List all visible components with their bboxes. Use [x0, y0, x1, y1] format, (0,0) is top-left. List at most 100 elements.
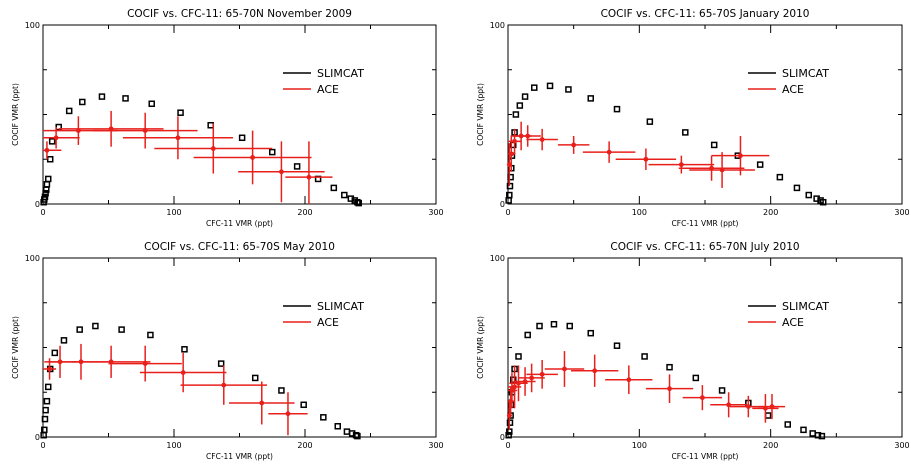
ace-point [526, 360, 558, 389]
slimcat-point [118, 326, 125, 333]
slimcat-point [587, 95, 594, 102]
x-tick-label: 0 [505, 208, 510, 217]
slimcat-point [122, 95, 129, 102]
ace-point [108, 345, 182, 382]
slimcat-point [666, 363, 673, 371]
slimcat-point [354, 432, 361, 440]
legend-label-slimcat: SLIMCAT [782, 67, 829, 80]
chart-panel-2: COCIF vs. CFC-11: 65-70S January 2010 0 10… [476, 8, 910, 228]
ace-point [689, 152, 755, 188]
legend-label-ace: ACE [782, 83, 804, 96]
slimcat-point [507, 173, 514, 181]
slimcat-point [793, 184, 801, 192]
ace-marker [719, 167, 725, 173]
slimcat-point [692, 374, 700, 382]
slimcat-point [148, 100, 155, 108]
ace-point [710, 392, 748, 418]
x-tick-label: 300 [894, 208, 909, 217]
plot-frame [507, 257, 903, 438]
slimcat-point [92, 322, 99, 330]
slimcat-point [341, 191, 348, 199]
ace-marker [738, 153, 743, 159]
ace-point [122, 116, 233, 160]
x-tick-label: 100 [632, 441, 647, 450]
ace-marker [509, 388, 515, 393]
slimcat-point [819, 198, 827, 206]
ace-marker [667, 386, 672, 392]
y-tick-label: 0 [35, 433, 40, 442]
slimcat-point [238, 134, 246, 142]
slimcat-point [710, 141, 718, 149]
x-tick-label: 0 [40, 441, 45, 450]
slimcat-point [355, 199, 362, 207]
slimcat-point [293, 163, 301, 170]
slimcat-point [76, 326, 83, 333]
slimcat-point [147, 331, 154, 339]
slimcat-point [300, 401, 307, 409]
ace-point [582, 141, 636, 163]
slimcat-point [756, 161, 764, 168]
ace-marker [539, 137, 545, 142]
slimcat-point [251, 374, 259, 382]
ace-marker [512, 138, 517, 144]
ace-marker [279, 169, 284, 175]
y-tick-label: 100 [25, 254, 40, 263]
slimcat-point [41, 193, 49, 201]
chart-panel-3: COCIF vs. CFC-11: 65-70S May 2010 0 100 200… [11, 241, 444, 461]
x-tick-label: 200 [297, 208, 312, 217]
ace-point [544, 351, 585, 387]
slimcat-point [42, 190, 49, 197]
ace-point [557, 135, 590, 154]
ace-marker [606, 149, 612, 155]
ace-marker [745, 404, 751, 409]
slimcat-point [546, 82, 554, 90]
slimcat-point [818, 432, 826, 440]
slimcat-point [320, 414, 327, 421]
ace-point [43, 358, 57, 380]
plot-frame [42, 257, 437, 438]
ace-point [678, 155, 745, 181]
slimcat-point [646, 118, 654, 125]
slimcat-point [805, 191, 813, 199]
slimcat-point [550, 320, 558, 328]
ace-marker [522, 379, 528, 384]
slimcat-point [776, 173, 784, 181]
chart-panel-4: COCIF vs. CFC-11: 65-70N July 2010 0 100 20… [476, 241, 910, 461]
ace-marker [769, 404, 775, 409]
slimcat-point [515, 353, 522, 360]
ace-marker [508, 151, 514, 157]
legend-label-ace: ACE [782, 316, 804, 329]
ace-point [92, 112, 198, 149]
slimcat-point [269, 148, 276, 156]
y-tick-label: 0 [500, 433, 505, 442]
slimcat-point [505, 197, 512, 204]
chart-title: COCIF vs. CFC-11: 65-70N July 2010 [610, 241, 799, 253]
ace-marker [626, 377, 632, 383]
ace-point [758, 394, 786, 420]
x-tick-label: 200 [297, 441, 312, 450]
slimcat-point [512, 111, 520, 118]
ace-marker [259, 400, 265, 406]
ace-point [58, 110, 164, 147]
y-axis-label: COCIF VMR (ppt) [11, 316, 20, 379]
slimcat-point [814, 431, 822, 439]
legend-label-slimcat: SLIMCAT [317, 67, 364, 80]
x-tick-label: 100 [166, 441, 181, 450]
slimcat-point [764, 412, 772, 419]
slimcat-point [587, 329, 594, 337]
x-tick-label: 300 [428, 208, 443, 217]
ace-point [605, 365, 653, 395]
y-axis-label: COCIF VMR (ppt) [476, 316, 485, 379]
slimcat-point [334, 423, 341, 430]
x-tick-label: 200 [763, 441, 778, 450]
legend-label-ace: ACE [317, 316, 339, 329]
slimcat-point [506, 428, 513, 435]
slimcat-point [177, 109, 184, 116]
slimcat-point [524, 331, 531, 339]
slimcat-point [181, 346, 188, 353]
ace-point [268, 392, 308, 436]
slimcat-point [354, 198, 361, 206]
ace-marker [506, 162, 512, 168]
ace-marker [525, 133, 531, 139]
